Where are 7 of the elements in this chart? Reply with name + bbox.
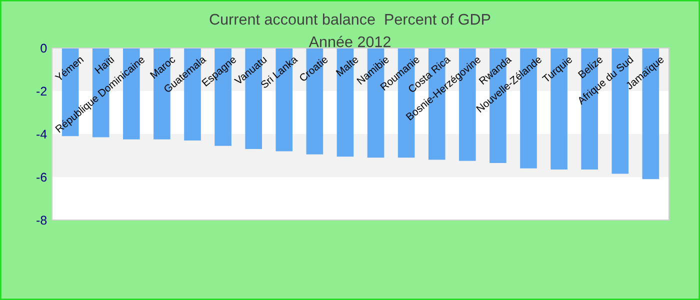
- y-tick-label: -2: [36, 86, 47, 96]
- y-tick-label: -4: [36, 130, 47, 139]
- y-tick-label: -8: [36, 216, 47, 225]
- y-tick-label: -6: [36, 172, 47, 182]
- chart-title: Current account balance Percent of GDP: [210, 14, 490, 25]
- y-tick-label: 0: [40, 44, 47, 53]
- chart-subtitle: Année 2012: [308, 36, 390, 48]
